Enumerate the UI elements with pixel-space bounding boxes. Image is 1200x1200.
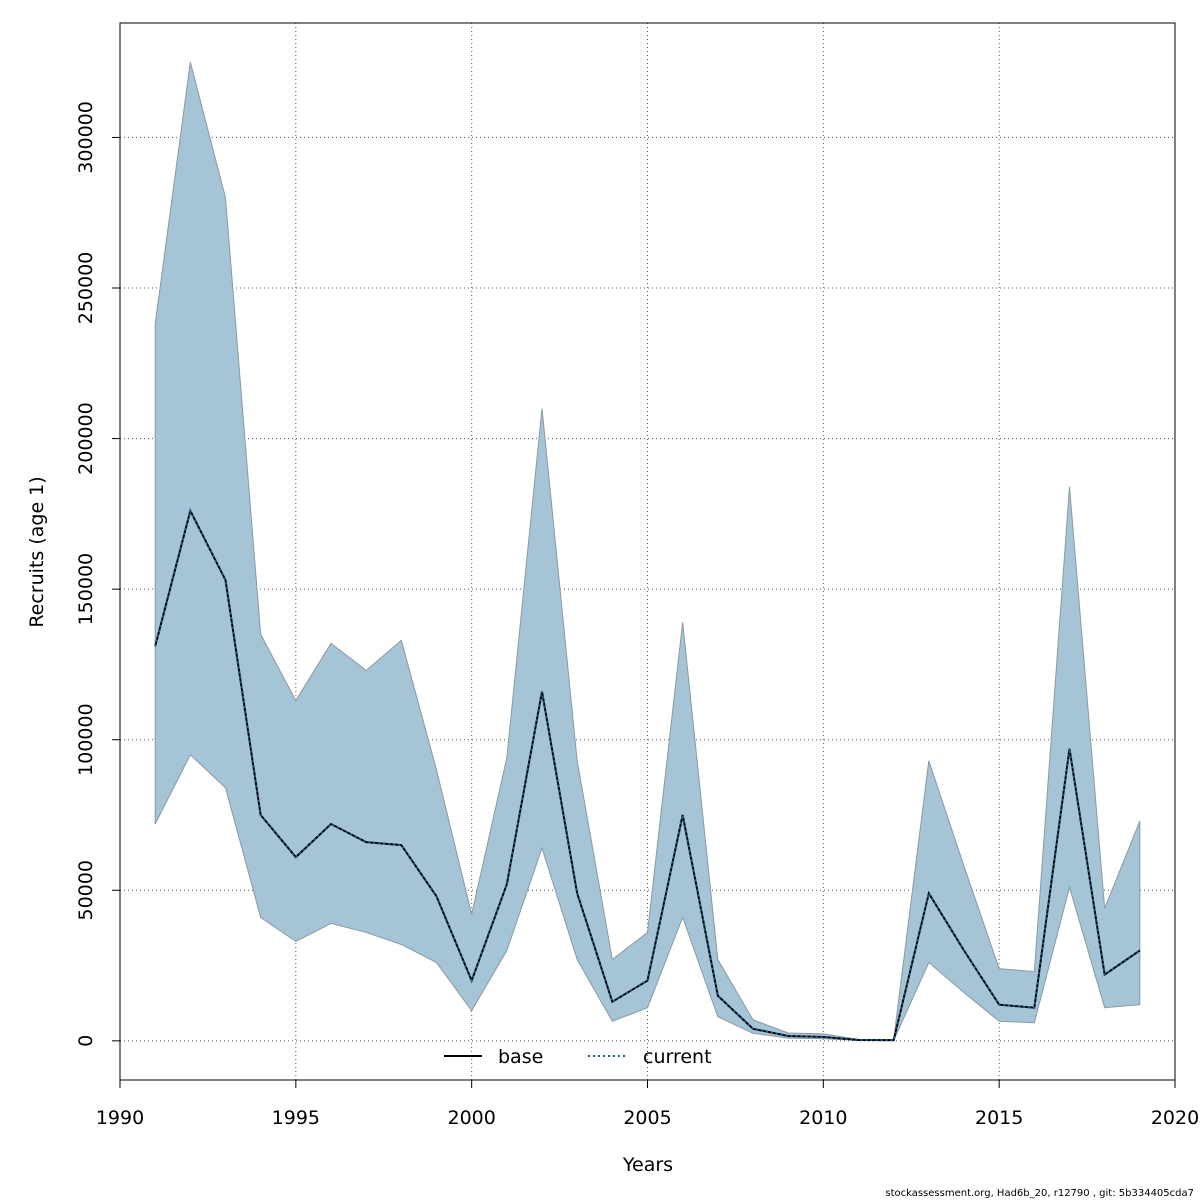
series-lines xyxy=(154,508,1141,1042)
legend-label-base: base xyxy=(498,1046,543,1068)
y-tick-label-200000: 200000 xyxy=(75,402,97,475)
x-tick-label-2000: 2000 xyxy=(447,1107,495,1129)
x-tick-label-2015: 2015 xyxy=(975,1107,1023,1129)
x-tick-label-1995: 1995 xyxy=(272,1107,320,1129)
y-axis: 0 50000 100000 150000 200000 250000 300000 xyxy=(75,101,121,1047)
footer-note: stockassessment.org, Had6b_20, r12790 , … xyxy=(885,1188,1194,1199)
y-tick-label-150000: 150000 xyxy=(75,553,97,626)
x-axis-title: Years xyxy=(622,1154,673,1176)
confidence-band-area xyxy=(154,62,1141,1041)
x-tick-label-1990: 1990 xyxy=(96,1107,144,1129)
y-tick-label-250000: 250000 xyxy=(75,252,97,325)
legend-label-current: current xyxy=(643,1046,712,1068)
x-tick-label-2005: 2005 xyxy=(623,1107,671,1129)
series-line-base xyxy=(154,508,1141,1042)
x-axis: 1990 1995 2000 2005 2010 2015 2020 xyxy=(96,1079,1199,1129)
y-tick-label-300000: 300000 xyxy=(75,101,97,174)
x-tick-label-2010: 2010 xyxy=(799,1107,847,1129)
y-axis-title: Recruits (age 1) xyxy=(26,476,48,627)
x-tick-label-2020: 2020 xyxy=(1151,1107,1199,1129)
y-tick-label-0: 0 xyxy=(75,1035,97,1047)
y-tick-label-100000: 100000 xyxy=(75,703,97,776)
confidence-band xyxy=(154,62,1141,1041)
y-tick-label-50000: 50000 xyxy=(75,860,97,920)
legend: base current xyxy=(444,1046,712,1068)
